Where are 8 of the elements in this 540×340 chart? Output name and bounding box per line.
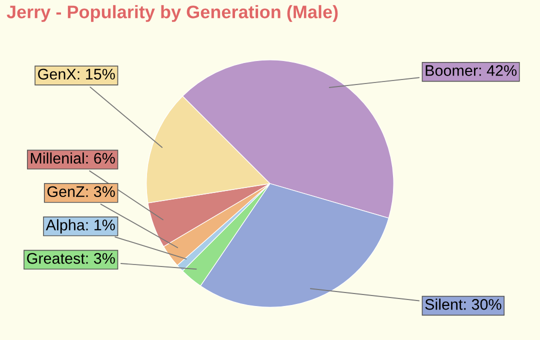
- slice-label: Silent: 30%: [425, 298, 502, 310]
- slice-label: GenX: 15%: [38, 68, 115, 80]
- chart-title: Jerry - Popularity by Generation (Male): [6, 5, 338, 22]
- slice-label: GenZ: 3%: [47, 186, 115, 198]
- slice-label: Millenial: 6%: [30, 152, 115, 164]
- slice-label: Alpha: 1%: [46, 219, 115, 234]
- slice-label: Greatest: 3%: [27, 253, 115, 264]
- slice-label: Boomer: 42%: [426, 65, 517, 76]
